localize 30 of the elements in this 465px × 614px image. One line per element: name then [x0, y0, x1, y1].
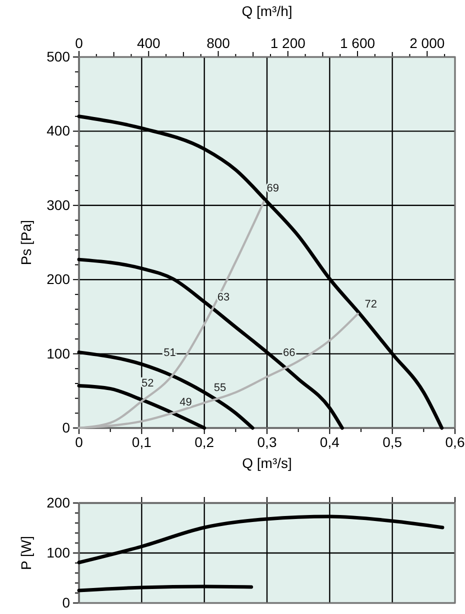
- x2-tick-label: 0: [75, 35, 84, 51]
- x2-tick-label: 1 200: [270, 35, 306, 51]
- x-tick-label: 0,4: [320, 434, 340, 450]
- y-tick-label: 300: [46, 196, 70, 213]
- annotation: 63: [217, 291, 230, 304]
- x-axis-title: Q [m³/s]: [242, 455, 292, 471]
- x-tick-label: 0,2: [194, 434, 214, 450]
- x2-axis-title: Q [m³/h]: [242, 3, 292, 19]
- annotation: 49: [180, 396, 192, 408]
- x2-tick-label: 2 000: [410, 35, 445, 51]
- y-axis-title: P [W]: [18, 536, 34, 570]
- y-tick-label: 400: [46, 122, 70, 139]
- x-tick-label: 0,6: [445, 434, 465, 450]
- y-tick-label: 100: [46, 544, 70, 560]
- x-tick-label: 0,3: [257, 434, 277, 450]
- y-tick-label: 200: [46, 494, 70, 510]
- x2-tick-label: 800: [206, 35, 230, 51]
- y-tick-label: 200: [46, 271, 70, 288]
- x-tick-label: 0,1: [132, 434, 152, 450]
- y-tick-label: 100: [46, 345, 70, 362]
- y-axis-title: Ps [Pa]: [18, 220, 34, 266]
- x2-tick-label: 400: [136, 35, 161, 51]
- x-tick-label: 0: [75, 434, 84, 450]
- x2-tick-label: 1 600: [340, 35, 376, 51]
- annotation: 72: [364, 298, 377, 311]
- x-tick-label: 0,5: [382, 434, 402, 450]
- annotation: 55: [214, 382, 226, 394]
- y-tick-label: 500: [46, 48, 70, 64]
- y-tick-label: 0: [62, 419, 70, 436]
- y-tick-label: 0: [62, 594, 70, 610]
